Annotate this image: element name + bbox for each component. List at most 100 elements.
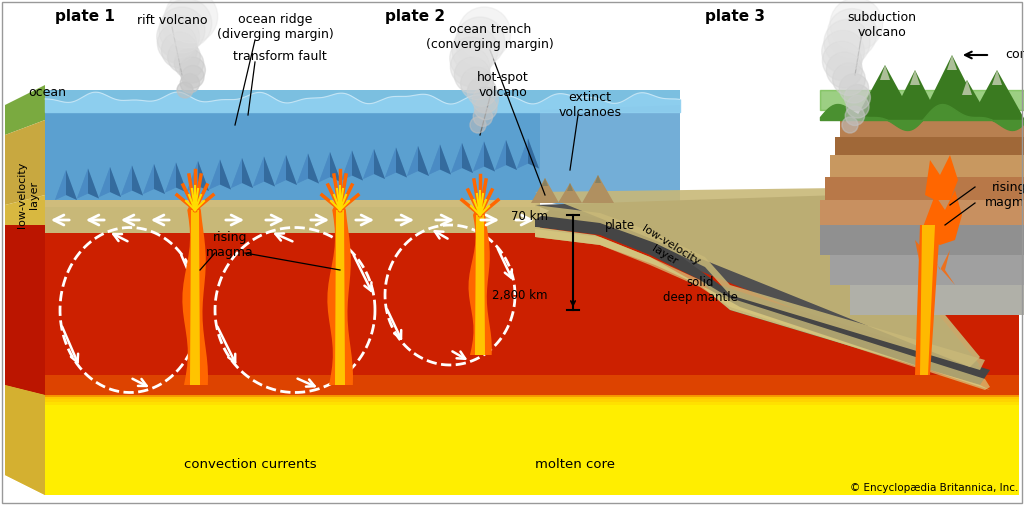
Polygon shape bbox=[209, 160, 231, 189]
Circle shape bbox=[452, 27, 498, 73]
Text: 2,800 km: 2,800 km bbox=[493, 288, 548, 301]
Polygon shape bbox=[880, 65, 890, 80]
Text: continent: continent bbox=[1005, 48, 1024, 62]
Polygon shape bbox=[495, 140, 517, 170]
Circle shape bbox=[461, 67, 494, 99]
Polygon shape bbox=[535, 227, 990, 390]
Polygon shape bbox=[319, 152, 341, 182]
Polygon shape bbox=[45, 225, 1019, 395]
Text: plate 3: plate 3 bbox=[705, 10, 765, 25]
Polygon shape bbox=[77, 169, 88, 198]
Polygon shape bbox=[154, 164, 165, 194]
Circle shape bbox=[822, 41, 862, 80]
Polygon shape bbox=[187, 161, 198, 191]
Circle shape bbox=[842, 117, 858, 133]
Circle shape bbox=[177, 82, 193, 98]
Polygon shape bbox=[132, 166, 143, 195]
Circle shape bbox=[179, 57, 206, 83]
Polygon shape bbox=[45, 90, 680, 112]
Polygon shape bbox=[165, 163, 187, 192]
Text: ocean trench
(converging margin): ocean trench (converging margin) bbox=[426, 23, 554, 51]
Circle shape bbox=[470, 117, 486, 133]
Polygon shape bbox=[385, 147, 407, 177]
Text: rising
magma: rising magma bbox=[206, 231, 254, 259]
Polygon shape bbox=[855, 65, 915, 120]
Polygon shape bbox=[341, 150, 352, 180]
Polygon shape bbox=[542, 178, 548, 186]
Polygon shape bbox=[830, 255, 1024, 285]
Polygon shape bbox=[297, 154, 319, 183]
Polygon shape bbox=[5, 85, 45, 135]
Polygon shape bbox=[970, 70, 1024, 120]
Text: plate: plate bbox=[605, 219, 635, 231]
Polygon shape bbox=[275, 155, 286, 185]
Polygon shape bbox=[850, 285, 1024, 315]
Polygon shape bbox=[165, 163, 176, 192]
Circle shape bbox=[458, 7, 511, 60]
Circle shape bbox=[473, 107, 493, 126]
Text: low-velocity
layer: low-velocity layer bbox=[634, 223, 701, 277]
Circle shape bbox=[162, 32, 198, 68]
Polygon shape bbox=[253, 157, 264, 186]
Polygon shape bbox=[915, 225, 940, 375]
Polygon shape bbox=[820, 225, 1024, 255]
Polygon shape bbox=[473, 141, 495, 172]
Circle shape bbox=[450, 37, 493, 80]
Polygon shape bbox=[55, 170, 66, 200]
Polygon shape bbox=[535, 195, 980, 375]
Text: plate 2: plate 2 bbox=[385, 10, 445, 25]
Polygon shape bbox=[469, 200, 492, 355]
Polygon shape bbox=[45, 195, 540, 207]
Text: solid
deep mantle: solid deep mantle bbox=[663, 276, 737, 304]
Polygon shape bbox=[45, 370, 1019, 378]
Polygon shape bbox=[407, 146, 418, 176]
Polygon shape bbox=[45, 364, 1019, 372]
Polygon shape bbox=[5, 195, 45, 225]
Polygon shape bbox=[517, 138, 528, 169]
Polygon shape bbox=[264, 157, 275, 186]
Polygon shape bbox=[473, 141, 484, 172]
Circle shape bbox=[467, 77, 497, 107]
Polygon shape bbox=[55, 170, 77, 200]
Polygon shape bbox=[567, 183, 573, 191]
Circle shape bbox=[163, 0, 212, 48]
Text: plate 1: plate 1 bbox=[55, 10, 115, 25]
Polygon shape bbox=[475, 215, 485, 355]
Polygon shape bbox=[45, 385, 1019, 495]
Circle shape bbox=[833, 63, 865, 95]
Text: low-velocity
layer: low-velocity layer bbox=[17, 162, 39, 228]
Circle shape bbox=[174, 48, 204, 78]
Polygon shape bbox=[110, 167, 121, 197]
Polygon shape bbox=[495, 140, 506, 170]
Text: ocean: ocean bbox=[28, 86, 66, 99]
Polygon shape bbox=[962, 80, 972, 95]
Polygon shape bbox=[890, 70, 940, 120]
Polygon shape bbox=[517, 138, 539, 169]
Polygon shape bbox=[374, 149, 385, 179]
Circle shape bbox=[157, 15, 200, 58]
Polygon shape bbox=[182, 195, 208, 385]
Polygon shape bbox=[99, 167, 110, 197]
Polygon shape bbox=[275, 155, 297, 185]
Polygon shape bbox=[407, 146, 429, 176]
Polygon shape bbox=[352, 150, 362, 180]
Polygon shape bbox=[143, 164, 165, 194]
Polygon shape bbox=[176, 163, 187, 192]
Polygon shape bbox=[535, 188, 980, 367]
Polygon shape bbox=[992, 70, 1002, 85]
Polygon shape bbox=[231, 158, 242, 188]
Polygon shape bbox=[535, 205, 985, 370]
Circle shape bbox=[845, 106, 864, 126]
Polygon shape bbox=[45, 105, 540, 200]
Text: transform fault: transform fault bbox=[233, 50, 327, 64]
Polygon shape bbox=[925, 155, 958, 200]
Circle shape bbox=[821, 30, 864, 73]
Polygon shape bbox=[45, 379, 1019, 387]
Circle shape bbox=[824, 20, 870, 66]
Polygon shape bbox=[910, 70, 920, 85]
Polygon shape bbox=[187, 161, 209, 191]
Circle shape bbox=[456, 17, 505, 66]
Polygon shape bbox=[440, 144, 451, 175]
Polygon shape bbox=[429, 144, 440, 175]
Polygon shape bbox=[820, 200, 1024, 225]
